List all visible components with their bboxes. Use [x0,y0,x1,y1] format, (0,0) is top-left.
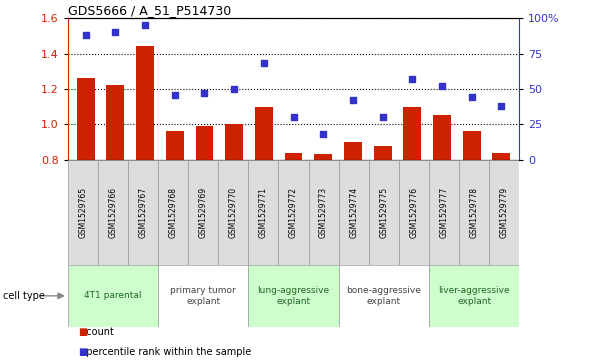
Bar [429,160,459,265]
Text: GSM1529765: GSM1529765 [78,187,87,238]
Point [467,94,476,100]
Text: GDS5666 / A_51_P514730: GDS5666 / A_51_P514730 [68,4,231,17]
Bar [158,265,248,327]
Text: primary tumor
explant: primary tumor explant [171,286,236,306]
Bar [98,160,128,265]
Text: GSM1529768: GSM1529768 [169,187,178,238]
Text: GSM1529770: GSM1529770 [229,187,238,238]
Text: GSM1529766: GSM1529766 [109,187,117,238]
Bar [493,152,510,160]
Text: 4T1 parental: 4T1 parental [84,291,142,300]
Text: bone-aggressive
explant: bone-aggressive explant [346,286,421,306]
Bar [195,126,214,160]
Text: GSM1529772: GSM1529772 [289,187,298,238]
Text: GSM1529769: GSM1529769 [199,187,208,238]
Point [170,92,179,98]
Text: GSM1529778: GSM1529778 [470,187,478,238]
Bar [369,160,399,265]
Point [348,97,358,103]
Text: GSM1529771: GSM1529771 [259,187,268,238]
Text: GSM1529773: GSM1529773 [319,187,328,238]
Bar [218,160,248,265]
Text: percentile rank within the sample: percentile rank within the sample [80,347,251,357]
Text: GSM1529767: GSM1529767 [139,187,148,238]
Bar [68,160,98,265]
Bar [339,160,369,265]
Text: liver-aggressive
explant: liver-aggressive explant [438,286,510,306]
Bar [489,160,519,265]
Bar [429,265,519,327]
Bar [309,160,339,265]
Point [81,32,90,38]
Bar [158,160,188,265]
Bar [128,160,158,265]
Bar [459,160,489,265]
Bar [344,142,362,160]
Point [497,103,506,109]
Point [437,83,447,89]
Text: ■: ■ [78,347,88,357]
Text: cell type: cell type [3,291,45,301]
Bar [463,131,481,160]
Text: GSM1529774: GSM1529774 [349,187,358,238]
Bar [68,265,158,327]
Bar [314,154,332,160]
Bar [399,160,429,265]
Text: GSM1529776: GSM1529776 [409,187,418,238]
Bar [433,115,451,160]
Point [200,90,209,96]
Bar [278,160,309,265]
Text: lung-aggressive
explant: lung-aggressive explant [257,286,330,306]
Point [319,131,328,137]
Bar [77,78,94,160]
Text: count: count [80,327,113,337]
Point [378,114,387,120]
Point [289,114,299,120]
Bar [136,46,154,160]
Text: GSM1529779: GSM1529779 [500,187,509,238]
Bar [373,146,392,160]
Bar [255,107,273,160]
Point [140,23,150,28]
Bar [106,85,124,160]
Text: ■: ■ [78,327,88,337]
Bar [225,124,243,160]
Bar [404,107,421,160]
Bar [188,160,218,265]
Bar [248,265,339,327]
Bar [284,152,303,160]
Bar [166,131,183,160]
Point [408,76,417,82]
Bar [339,265,429,327]
Point [259,61,268,66]
Point [111,29,120,35]
Bar [248,160,278,265]
Point [230,86,239,92]
Text: GSM1529775: GSM1529775 [379,187,388,238]
Text: GSM1529777: GSM1529777 [440,187,448,238]
